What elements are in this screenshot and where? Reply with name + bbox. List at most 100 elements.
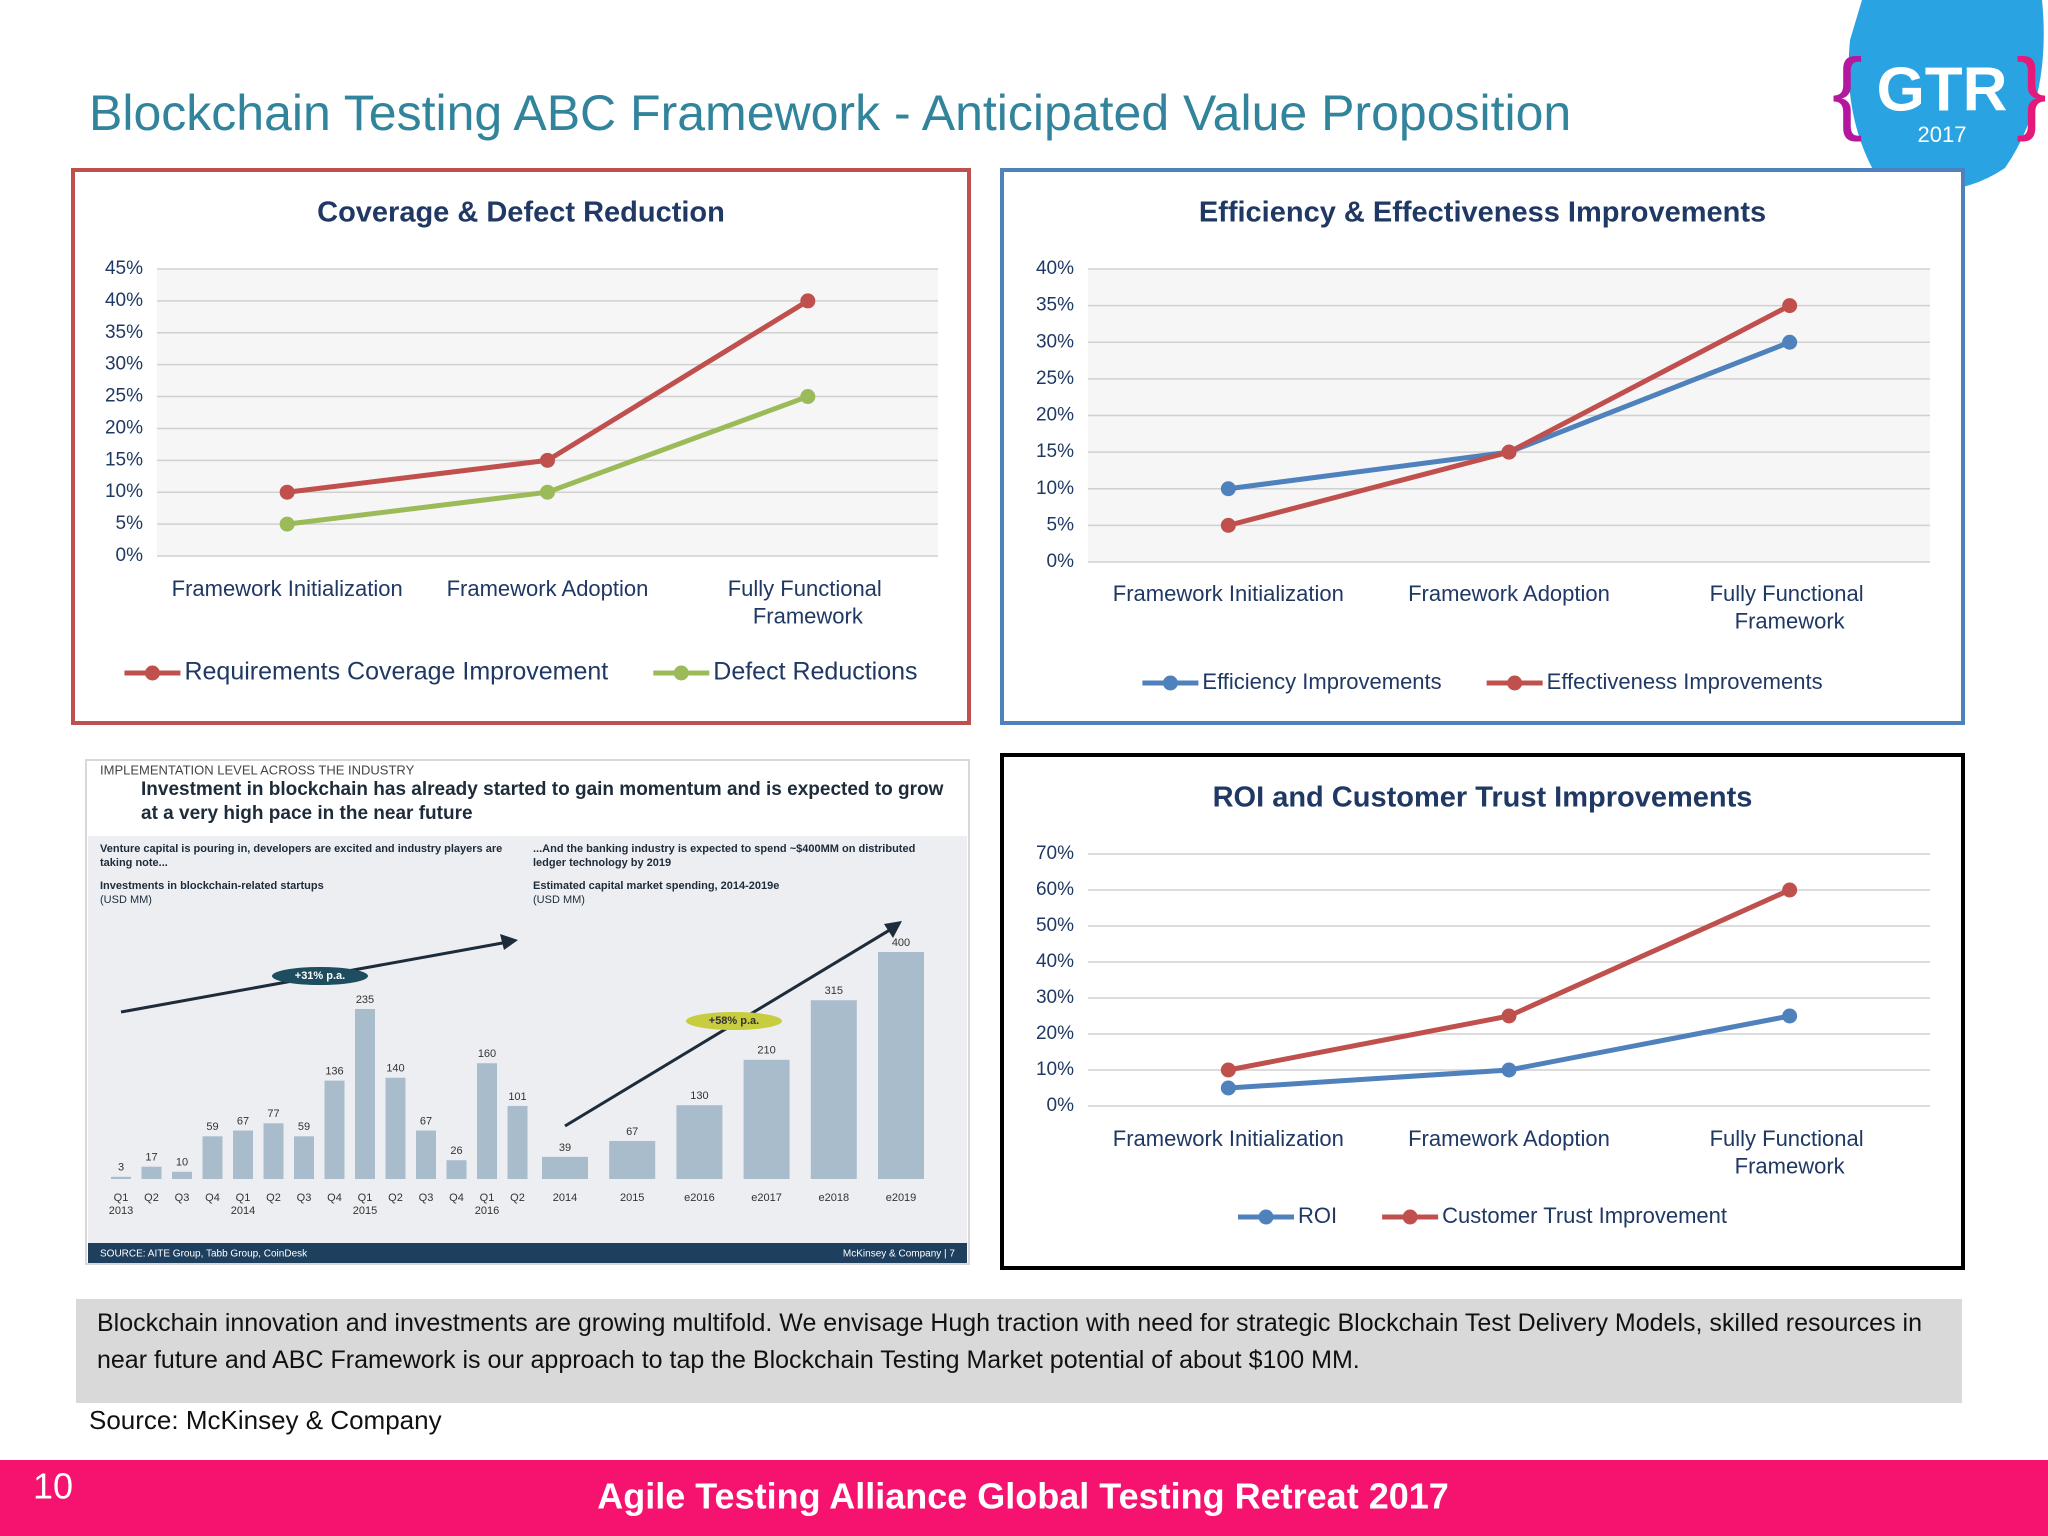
logo-text: GTR xyxy=(1877,55,2008,124)
y-tick-label: 40% xyxy=(105,290,143,311)
footer-bar xyxy=(0,1460,2048,1536)
x-tick-label: Framework Initialization xyxy=(1113,1126,1344,1151)
legend-marker xyxy=(1507,675,1523,691)
infographic-credit: McKinsey & Company | 7 xyxy=(843,1249,956,1260)
x-tick-label: Fully Functional Framework xyxy=(1710,581,1870,634)
y-tick-label: 70% xyxy=(1036,843,1074,864)
y-tick-label: 0% xyxy=(1047,551,1075,572)
y-tick-label: 25% xyxy=(1036,368,1074,389)
y-tick-label: 25% xyxy=(105,386,143,407)
marker xyxy=(800,293,816,309)
legend-marker xyxy=(1258,1209,1274,1225)
x-tick-label: Framework Adoption xyxy=(1408,581,1610,606)
source: Source: McKinsey & Company xyxy=(89,1405,442,1435)
y-tick-label: 5% xyxy=(1047,514,1075,535)
marker xyxy=(540,452,555,468)
x-tick-label: e2018 xyxy=(819,1192,850,1204)
marker xyxy=(1220,517,1236,533)
value-label: 59 xyxy=(298,1121,310,1133)
bar xyxy=(542,1156,588,1179)
y-tick-label: 20% xyxy=(1036,1023,1074,1044)
chart-caption: ...And the banking industry is expected … xyxy=(533,843,918,869)
bar xyxy=(416,1130,436,1179)
marker xyxy=(1782,882,1798,898)
y-tick-label: 60% xyxy=(1036,879,1074,900)
x-tick-label: Framework Adoption xyxy=(1408,1126,1610,1151)
value-label: 17 xyxy=(145,1152,157,1164)
legend-marker xyxy=(1402,1209,1418,1225)
marker xyxy=(1501,444,1517,460)
value-label: 235 xyxy=(356,994,374,1006)
y-tick-label: 20% xyxy=(1036,405,1074,426)
bar xyxy=(324,1080,345,1179)
chart-title: Investments in blockchain-related startu… xyxy=(100,880,324,892)
marker xyxy=(1501,1062,1517,1078)
legend-label: Customer Trust Improvement xyxy=(1442,1203,1727,1228)
x-tick-label: Q4 xyxy=(205,1192,220,1204)
bar xyxy=(676,1105,723,1179)
y-tick-label: 30% xyxy=(1036,987,1074,1008)
x-tick-label: Q4 xyxy=(327,1192,342,1204)
y-tick-label: 35% xyxy=(1036,295,1074,316)
y-tick-label: 0% xyxy=(1047,1095,1075,1116)
legend-label: Efficiency Improvements xyxy=(1202,669,1441,694)
chart-title: Efficiency & Effectiveness Improvements xyxy=(1199,197,1766,229)
logo-brace: } xyxy=(2016,40,2047,142)
y-tick-label: 30% xyxy=(1036,331,1074,352)
y-tick-label: 10% xyxy=(1036,1059,1074,1080)
x-tick-label: e2017 xyxy=(751,1192,782,1204)
y-tick-label: 10% xyxy=(105,481,143,502)
bar xyxy=(609,1140,656,1179)
chart-title: Estimated capital market spending, 2014-… xyxy=(533,880,779,892)
x-group-label: 2013 xyxy=(109,1205,133,1217)
bar xyxy=(233,1130,253,1179)
value-label: 10 xyxy=(176,1157,188,1169)
y-tick-label: 20% xyxy=(105,417,143,438)
marker xyxy=(1220,1062,1236,1078)
annotation: +58% p.a. xyxy=(709,1015,759,1027)
legend-marker xyxy=(673,665,689,681)
chart-caption: Venture capital is pouring in, developer… xyxy=(100,843,505,869)
bar xyxy=(385,1077,406,1179)
y-tick-label: 0% xyxy=(116,545,144,566)
marker xyxy=(1782,1008,1798,1024)
marker xyxy=(1220,1080,1236,1096)
plot-area xyxy=(157,269,938,556)
x-tick-label: Q2 xyxy=(388,1192,403,1204)
x-group-label: 2014 xyxy=(231,1205,255,1217)
bar xyxy=(202,1136,223,1179)
legend-label: Defect Reductions xyxy=(713,658,917,686)
x-tick-label: Q3 xyxy=(297,1192,312,1204)
x-tick-label: Fully Functional Framework xyxy=(728,576,888,629)
x-tick-label: 2015 xyxy=(620,1192,644,1204)
x-group-label: 2016 xyxy=(475,1205,499,1217)
x-tick-label: Q2 xyxy=(510,1192,525,1204)
bar xyxy=(355,1009,375,1179)
infographic-source-bar xyxy=(88,1243,967,1263)
bar xyxy=(263,1123,284,1179)
value-label: 130 xyxy=(690,1090,708,1102)
x-tick-label: e2016 xyxy=(684,1192,715,1204)
panel xyxy=(1000,753,1965,1270)
chart-title: ROI and Customer Trust Improvements xyxy=(1213,782,1753,814)
value-label: 67 xyxy=(237,1115,249,1127)
marker xyxy=(279,516,295,532)
infographic-headline: Investment in blockchain has already sta… xyxy=(141,779,949,824)
y-tick-label: 50% xyxy=(1036,915,1074,936)
y-tick-label: 35% xyxy=(105,322,143,343)
bar xyxy=(507,1105,528,1179)
value-label: 3 xyxy=(118,1162,124,1174)
bar xyxy=(810,1000,857,1179)
value-label: 210 xyxy=(757,1045,775,1057)
y-tick-label: 5% xyxy=(116,513,144,534)
value-label: 140 xyxy=(386,1063,404,1075)
x-tick-label: Q1 xyxy=(358,1192,373,1204)
legend-marker xyxy=(144,665,160,681)
logo-shape xyxy=(1848,0,2044,191)
y-tick-label: 45% xyxy=(105,258,143,279)
value-label: 26 xyxy=(450,1145,462,1157)
y-tick-label: 30% xyxy=(105,354,143,375)
bar xyxy=(743,1059,790,1179)
annotation-badge xyxy=(272,967,368,985)
